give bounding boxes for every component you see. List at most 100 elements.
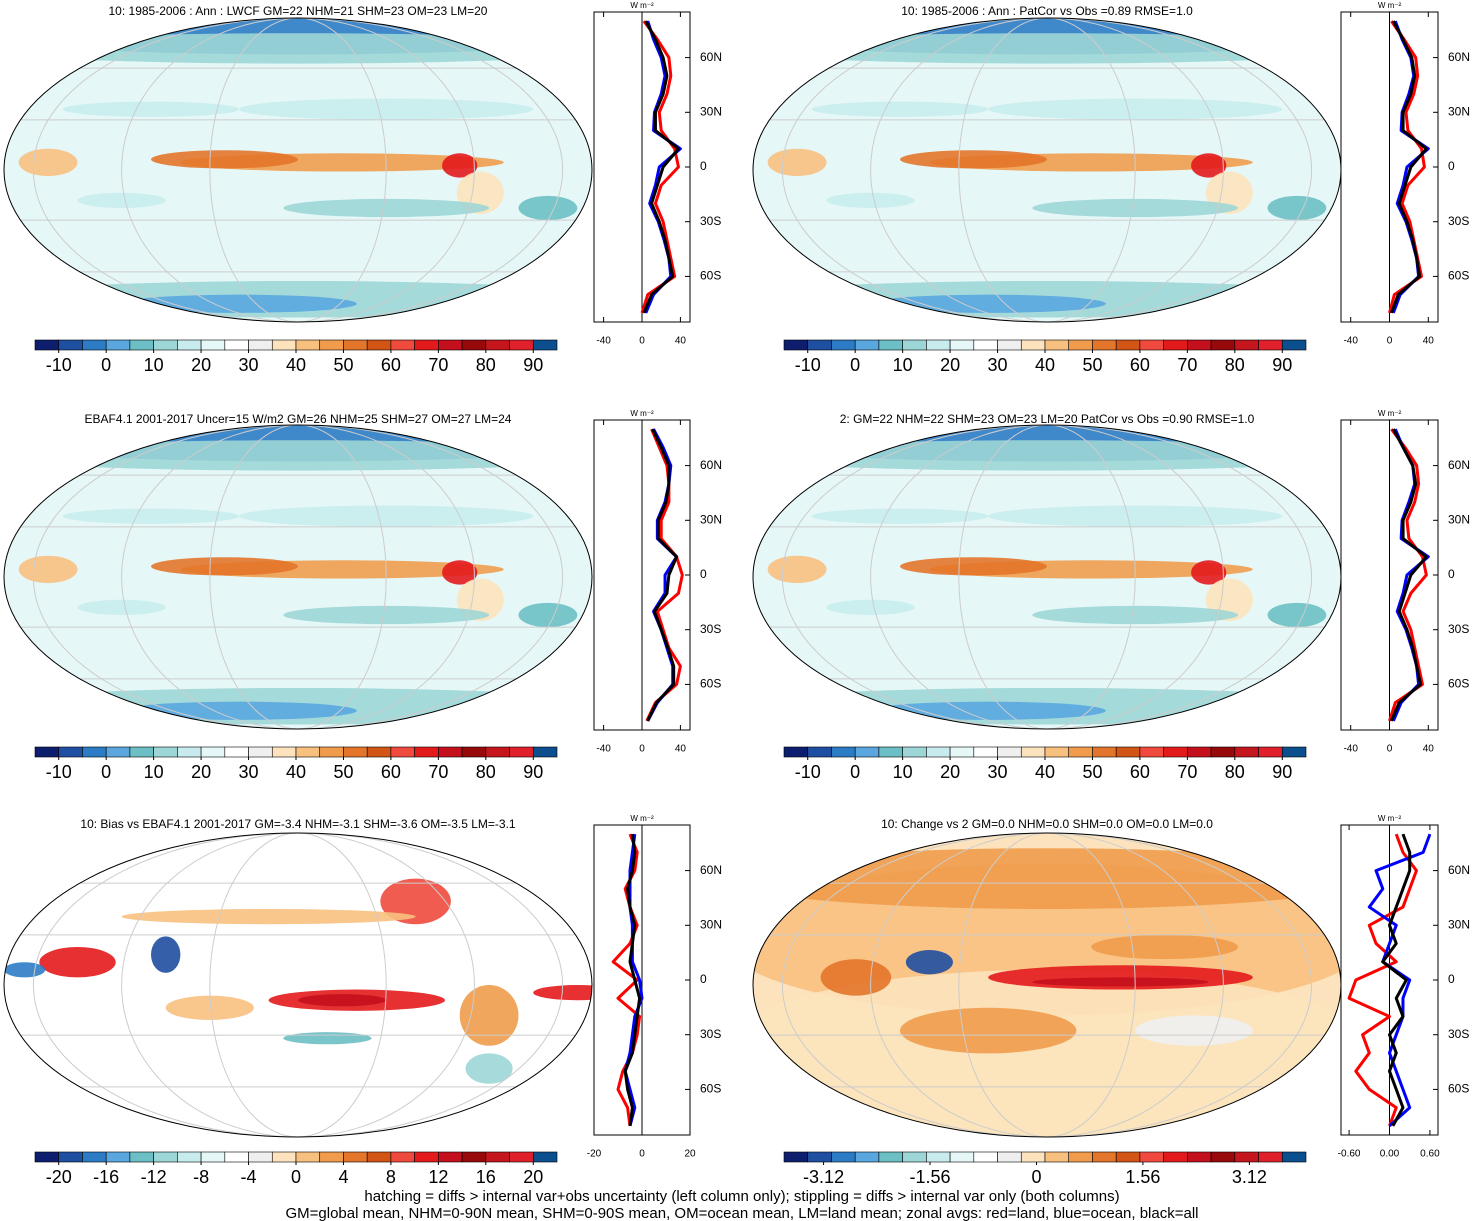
map-field: [239, 505, 534, 527]
colorbar-box: [1187, 1151, 1212, 1163]
zonal-line: [1390, 428, 1428, 722]
colorbar-box: [485, 1151, 510, 1163]
colorbar-label: 50: [1082, 762, 1102, 782]
y-tick-label: 60S: [1448, 269, 1469, 283]
colorbar-label: 90: [523, 355, 543, 375]
y-tick-label: 30N: [1448, 512, 1470, 526]
y-tick-label: 60N: [700, 50, 722, 64]
colorbar-box: [82, 746, 107, 758]
graticule: [958, 425, 1136, 729]
map-title: 2: GM=22 NHM=22 SHM=23 OM=23 LM=20 PatCo…: [840, 412, 1255, 426]
map-field: [77, 599, 166, 616]
footer-line: hatching = diffs > internal var+obs unce…: [364, 1188, 1119, 1205]
colorbar-box: [949, 1151, 975, 1163]
colorbar-label: 60: [381, 762, 401, 782]
colorbar-box: [1020, 339, 1046, 351]
colorbar-box: [200, 746, 226, 758]
map-field: [4, 33, 592, 64]
colorbar-label: 12: [428, 1167, 448, 1187]
y-tick-label: 30N: [1448, 104, 1470, 118]
graticule: [209, 18, 387, 322]
colorbar-box: [973, 746, 998, 758]
map-field: [121, 294, 357, 313]
map-title: 10: Change vs 2 GM=0.0 NHM=0.0 SHM=0.0 O…: [881, 817, 1213, 831]
colorbar-label: 80: [1225, 762, 1245, 782]
zonal-line: [642, 20, 680, 314]
map-field: [900, 557, 1047, 576]
colorbar-box: [1068, 1151, 1093, 1163]
colorbar-box: [248, 339, 273, 351]
colorbar-box: [438, 1151, 463, 1163]
colorbar-label: 70: [1177, 762, 1197, 782]
colorbar-label: -1.56: [910, 1167, 951, 1187]
map-field: [1032, 977, 1209, 987]
graticule: [870, 425, 1224, 729]
colorbar-label: 50: [1082, 355, 1102, 375]
colorbar-label: 70: [428, 355, 448, 375]
colorbar-box: [1163, 746, 1188, 758]
colorbar-label: 8: [386, 1167, 396, 1187]
unit-label: W m⁻²: [630, 409, 654, 418]
colorbar-box: [224, 746, 249, 758]
colorbar-box: [1210, 746, 1236, 758]
colorbar-box: [485, 746, 510, 758]
graticule: [32, 833, 564, 1137]
colorbar-box: [949, 339, 975, 351]
colorbar-box: [807, 746, 832, 758]
map-field: [18, 555, 78, 584]
colorbar-box: [153, 1151, 178, 1163]
colorbar-box: [343, 746, 368, 758]
unit-label: W m⁻²: [1378, 814, 1402, 823]
x-tick-label: 40: [1423, 336, 1435, 347]
colorbar-label: 70: [1177, 355, 1197, 375]
colorbar-box: [200, 339, 226, 351]
y-tick-label: 30N: [700, 917, 722, 931]
colorbar-box: [153, 746, 178, 758]
colorbar-label: 20: [940, 762, 960, 782]
colorbar-box: [82, 1151, 107, 1163]
map-field: [753, 1109, 1341, 1134]
colorbar-box: [414, 1151, 439, 1163]
colorbar-label: 0: [101, 762, 111, 782]
map-field: [1194, 299, 1341, 315]
colorbar-box: [1068, 339, 1093, 351]
unit-label: W m⁻²: [630, 814, 654, 823]
colorbar-box: [58, 339, 83, 351]
zonal-line: [1388, 428, 1428, 722]
colorbar-label: 1.56: [1125, 1167, 1160, 1187]
colorbar-box: [1187, 746, 1212, 758]
y-tick-label: 30N: [700, 104, 722, 118]
y-tick-label: 0: [1448, 159, 1455, 173]
colorbar-label: 40: [1035, 355, 1055, 375]
colorbar-box: [129, 339, 154, 351]
colorbar-box: [973, 339, 998, 351]
x-tick-label: 40: [675, 336, 687, 347]
zonal-line: [623, 833, 642, 1127]
colorbar-box: [783, 746, 809, 758]
y-tick-label: 30S: [1448, 622, 1469, 636]
colorbar-box: [248, 1151, 273, 1163]
colorbar-box: [902, 1151, 927, 1163]
colorbar-box: [878, 746, 903, 758]
colorbar-box: [105, 339, 131, 351]
y-tick-label: 60N: [1448, 50, 1470, 64]
colorbar-label: 60: [381, 355, 401, 375]
x-tick-label: -40: [1343, 744, 1358, 755]
colorbar-label: 30: [239, 355, 259, 375]
map-border: [3, 17, 593, 323]
y-tick-label: 0: [700, 567, 707, 581]
y-tick-label: 30S: [700, 214, 721, 228]
colorbar-box: [366, 746, 392, 758]
colorbar-box: [1092, 746, 1117, 758]
colorbar-box: [1115, 746, 1141, 758]
colorbar-label: 30: [988, 355, 1008, 375]
unit-label: W m⁻²: [1378, 1, 1402, 10]
map-field: [518, 602, 578, 628]
colorbar-box: [461, 339, 487, 351]
map-field: [121, 701, 357, 720]
map-field: [4, 962, 46, 978]
map-field: [283, 605, 490, 625]
colorbar-box: [854, 1151, 880, 1163]
colorbar-box: [854, 746, 880, 758]
